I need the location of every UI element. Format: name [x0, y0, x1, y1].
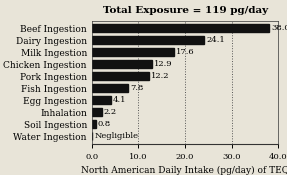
Bar: [92, 36, 204, 44]
Text: 38.0: 38.0: [271, 24, 287, 32]
Bar: [92, 72, 149, 80]
Text: 7.8: 7.8: [130, 84, 144, 92]
Bar: [92, 96, 111, 104]
Text: 0.8: 0.8: [98, 120, 111, 128]
Bar: [92, 48, 174, 56]
X-axis label: North American Daily Intake (pg/day) of TEQ: North American Daily Intake (pg/day) of …: [81, 166, 287, 175]
Bar: [92, 60, 152, 68]
Text: Negligible: Negligible: [94, 132, 138, 140]
Text: 2.2: 2.2: [104, 108, 117, 116]
Text: 17.6: 17.6: [176, 48, 194, 56]
Bar: [92, 84, 128, 92]
Text: 12.9: 12.9: [154, 60, 172, 68]
Text: 24.1: 24.1: [206, 36, 225, 44]
Text: 4.1: 4.1: [113, 96, 126, 104]
Bar: [92, 108, 102, 117]
Bar: [92, 120, 96, 128]
Bar: [92, 24, 269, 32]
Text: 12.2: 12.2: [151, 72, 169, 80]
Title: Total Exposure = 119 pg/day: Total Exposure = 119 pg/day: [102, 6, 268, 15]
